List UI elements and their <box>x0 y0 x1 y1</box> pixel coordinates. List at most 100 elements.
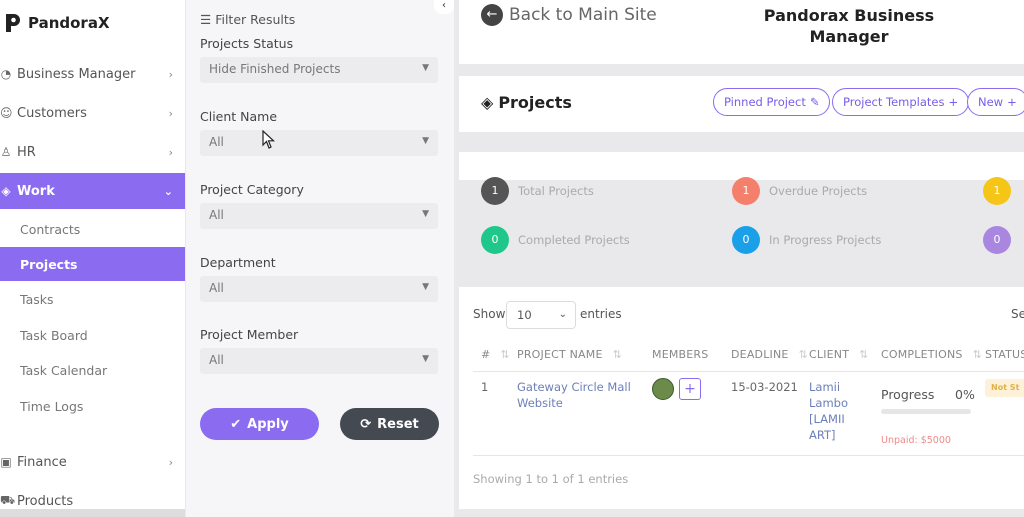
sort-icon: ⇅ <box>798 348 808 361</box>
table-row-divider <box>473 455 1024 456</box>
column-header-text: # <box>481 348 491 361</box>
column-header-members[interactable]: MEMBERS <box>652 348 708 361</box>
chevron-right-icon: › <box>168 67 173 81</box>
table-info: Showing 1 to 1 of 1 entries <box>473 472 629 486</box>
sidebar-subitem-contracts[interactable]: Contracts <box>20 221 81 237</box>
stat-completed-projects[interactable]: 0 Completed Projects <box>481 226 630 254</box>
page-size-select[interactable]: 10 ⌄ <box>506 301 576 329</box>
column-header-text: CLIENT <box>809 348 850 361</box>
projects-table-card: Show 10 ⌄ entries Se # ⇅ PROJECT NAME ⇅ ME… <box>459 287 1024 509</box>
chevron-down-icon: ⌄ <box>558 309 567 320</box>
progress-percent: 0% <box>955 387 975 402</box>
caret-down-icon: ▼ <box>422 354 429 364</box>
stat-count: 0 <box>983 226 1011 254</box>
user-icon: ♙ <box>0 145 12 159</box>
client-line: [LAMII <box>809 412 845 426</box>
sort-icon: ⇅ <box>859 348 869 361</box>
column-header-text: STATUS <box>985 348 1024 361</box>
stat-label: Overdue Projects <box>769 184 868 198</box>
apply-label: Apply <box>247 416 289 432</box>
column-header-project-name[interactable]: PROJECT NAME ⇅ <box>517 348 622 361</box>
table-header-divider <box>473 371 1024 372</box>
sidebar-item-label: Finance <box>17 454 67 470</box>
select-value: All <box>209 281 224 295</box>
brand[interactable]: PandoraX <box>4 12 110 34</box>
client-link[interactable]: Lamii Lambo [LAMII ART] <box>809 379 848 443</box>
main-content: ← Back to Main Site Pandorax Business Ma… <box>459 0 1024 517</box>
column-header-client[interactable]: CLIENT ⇅ <box>809 348 869 361</box>
stat-third[interactable]: 1 <box>983 177 1011 205</box>
chevron-right-icon: › <box>168 145 173 159</box>
back-to-main-site-link[interactable]: ← Back to Main Site <box>481 4 657 26</box>
sort-icon: ⇅ <box>972 348 982 361</box>
projects-status-select[interactable]: Hide Finished Projects ▼ <box>200 57 438 83</box>
sidebar-subitem-projects[interactable]: Projects <box>0 247 185 281</box>
users-icon: ☺ <box>0 106 13 120</box>
unpaid-amount: Unpaid: $5000 <box>881 435 951 446</box>
pinned-project-button[interactable]: Pinned Project ✎ <box>713 88 831 116</box>
stat-count: 0 <box>481 226 509 254</box>
plus-icon: + <box>948 95 959 109</box>
sidebar-scrollbar[interactable] <box>0 509 185 517</box>
stat-overdue-projects[interactable]: 1 Overdue Projects <box>732 177 867 205</box>
sidebar-item-customers[interactable]: ☺ Customers › <box>0 95 185 131</box>
new-label: New <box>978 95 1004 109</box>
show-label: Show <box>473 307 506 321</box>
stat-count: 1 <box>481 177 509 205</box>
caret-down-icon: ▼ <box>422 63 429 73</box>
apply-button[interactable]: ✔ Apply <box>200 408 319 440</box>
column-header-text: MEMBERS <box>652 348 709 361</box>
sidebar-subitem-time-logs[interactable]: Time Logs <box>20 398 84 414</box>
status-badge: Not St <box>985 379 1024 397</box>
row-number: 1 <box>481 380 489 394</box>
sidebar-item-label: HR <box>17 144 36 160</box>
sidebar-item-finance[interactable]: ▣ Finance › <box>0 444 185 480</box>
sidebar-item-hr[interactable]: ♙ HR › <box>0 134 185 170</box>
collapse-panel-button[interactable]: ‹ <box>434 0 454 14</box>
sort-icon: ⇅ <box>612 348 623 361</box>
project-member-select[interactable]: All ▼ <box>200 348 438 374</box>
chevron-down-icon: ⌄ <box>163 184 173 198</box>
progress-bar <box>881 409 971 414</box>
sidebar-item-label: Customers <box>17 105 87 121</box>
department-select[interactable]: All ▼ <box>200 276 438 302</box>
sidebar-item-label: Products <box>17 493 74 509</box>
sidebar-subitem-tasks[interactable]: Tasks <box>20 291 54 307</box>
stat-in-progress-projects[interactable]: 0 In Progress Projects <box>732 226 881 254</box>
reset-button[interactable]: ⟳ Reset <box>340 408 439 440</box>
back-label: Back to Main Site <box>509 5 657 25</box>
project-category-select[interactable]: All ▼ <box>200 203 438 229</box>
column-header-text: DEADLINE <box>731 348 789 361</box>
sidebar-item-products[interactable]: ⛟ Products <box>0 483 185 517</box>
stat-count: 1 <box>983 177 1011 205</box>
arrow-left-icon: ← <box>481 4 503 26</box>
stat-sixth[interactable]: 0 <box>983 226 1011 254</box>
column-header-deadline[interactable]: DEADLINE ⇅ <box>731 348 808 361</box>
sidebar-item-business-manager[interactable]: ◔ Business Manager › <box>0 56 185 92</box>
project-name-link[interactable]: Gateway Circle Mall Website <box>517 379 631 411</box>
new-project-button[interactable]: New + <box>967 88 1024 116</box>
project-templates-button[interactable]: Project Templates + <box>832 88 970 116</box>
progress-label: Progress <box>881 387 935 402</box>
department-label: Department <box>200 255 276 270</box>
sidebar-subitem-task-calendar[interactable]: Task Calendar <box>20 362 108 378</box>
add-member-button[interactable]: + <box>679 378 701 400</box>
chevron-right-icon: › <box>168 455 173 469</box>
column-header-text: PROJECT NAME <box>517 348 603 361</box>
avatar[interactable] <box>652 378 674 400</box>
column-header-text: COMPLETIONS <box>881 348 963 361</box>
search-label: Se <box>1011 307 1024 321</box>
app-title: Pandorax Business Manager <box>763 6 935 46</box>
layers-icon: ◈ <box>481 93 494 112</box>
sidebar-subitem-task-board[interactable]: Task Board <box>20 327 88 343</box>
stat-total-projects[interactable]: 1 Total Projects <box>481 177 594 205</box>
select-value: Hide Finished Projects <box>209 62 341 76</box>
sort-icon: ⇅ <box>500 348 510 361</box>
page-size-value: 10 <box>517 308 532 322</box>
client-name-select[interactable]: All ▼ <box>200 130 438 156</box>
sidebar-item-work[interactable]: ◈ Work ⌄ <box>0 173 185 209</box>
project-name-line: Website <box>517 396 563 410</box>
column-header-completions[interactable]: COMPLETIONS ⇅ <box>881 348 982 361</box>
column-header-status[interactable]: STATUS <box>985 348 1024 361</box>
column-header-number[interactable]: # ⇅ <box>481 348 510 361</box>
